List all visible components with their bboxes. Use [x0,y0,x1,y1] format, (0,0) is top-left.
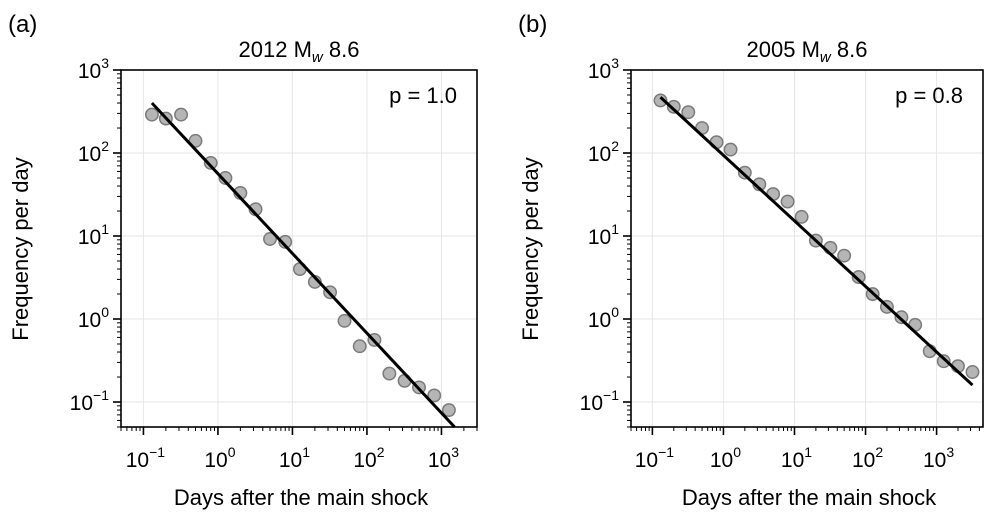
x-tick-label: 101 [781,444,812,472]
x-axis-label: Days after the main shock [174,485,429,510]
data-point [837,248,852,263]
y-tick-label: 103 [588,55,619,83]
y-axis-label: Frequency per day [518,157,543,340]
data-point [337,313,352,328]
data-point [218,171,233,185]
chart-panel-a: 10−1 100 101 102 103 10−1 100 101 102 103 2012 Mw … [8,11,478,510]
data-point [427,388,442,403]
x-tick-label: 102 [852,444,883,472]
data-point [278,234,293,249]
chart-title: 2012 Mw 8.6 [239,37,360,66]
y-tick-label: 103 [78,55,109,83]
x-tick-label: 10−1 [126,444,166,472]
x-tick-label: 103 [923,444,954,472]
data-point [144,107,159,122]
x-tick-label: 100 [204,444,235,472]
data-point [653,93,668,108]
x-tick-label: 10−1 [635,444,675,472]
fit-line [659,96,974,387]
data-point [263,232,277,246]
panel-label: (a) [8,11,37,38]
y-tick-label: 10−1 [70,387,110,415]
y-tick-label: 102 [78,138,109,166]
p-value-annotation: p = 1.0 [389,83,457,108]
y-tick-label: 100 [78,304,109,332]
y-tick-label: 101 [78,221,109,249]
data-point [203,155,218,170]
data-point [737,165,752,180]
y-tick-label: 101 [588,221,619,249]
data-point [681,105,696,120]
fit-line [150,102,456,429]
y-tick-label: 100 [588,304,619,332]
panel-label: (b) [518,11,547,38]
data-point [936,354,951,369]
data-point [441,403,456,418]
x-tick-label: 101 [279,444,310,472]
y-tick-label: 10−1 [580,387,620,415]
data-point [352,339,367,354]
x-tick-label: 100 [710,444,741,472]
data-point [666,99,681,114]
data-point [851,270,866,285]
x-tick-label: 102 [353,444,384,472]
chart-title: 2005 Mw 8.6 [747,37,868,66]
y-axis-label: Frequency per day [8,157,33,340]
x-axis-label: Days after the main shock [682,485,937,510]
y-tick-label: 102 [588,138,619,166]
data-point [382,366,397,381]
chart-panel-b: 10−1 100 101 102 103 10−1 100 101 102 103 2005 Mw … [518,11,984,510]
plot-frame [120,69,478,428]
data-point [965,365,980,379]
data-point [174,107,189,122]
data-point [780,194,795,209]
p-value-annotation: p = 0.8 [895,83,963,108]
data-point [794,209,809,224]
x-tick-label: 103 [428,444,459,472]
plot-frame [630,69,984,428]
data-point [723,142,738,157]
